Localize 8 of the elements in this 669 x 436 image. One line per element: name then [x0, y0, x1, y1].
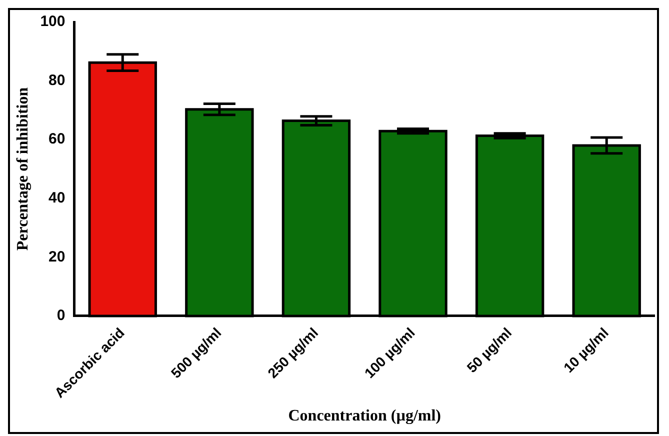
y-tick-label: 80 [48, 72, 66, 89]
y-axis-title: Percentage of inhibition [14, 87, 32, 251]
y-tick-label: 100 [40, 13, 66, 30]
y-tick-label: 20 [48, 248, 66, 266]
y-tick-label: 40 [48, 190, 66, 207]
y-tick-label: 0 [56, 307, 66, 324]
y-tick-label: 60 [48, 130, 66, 148]
x-axis-title: Concentration (µg/ml) [288, 408, 441, 425]
